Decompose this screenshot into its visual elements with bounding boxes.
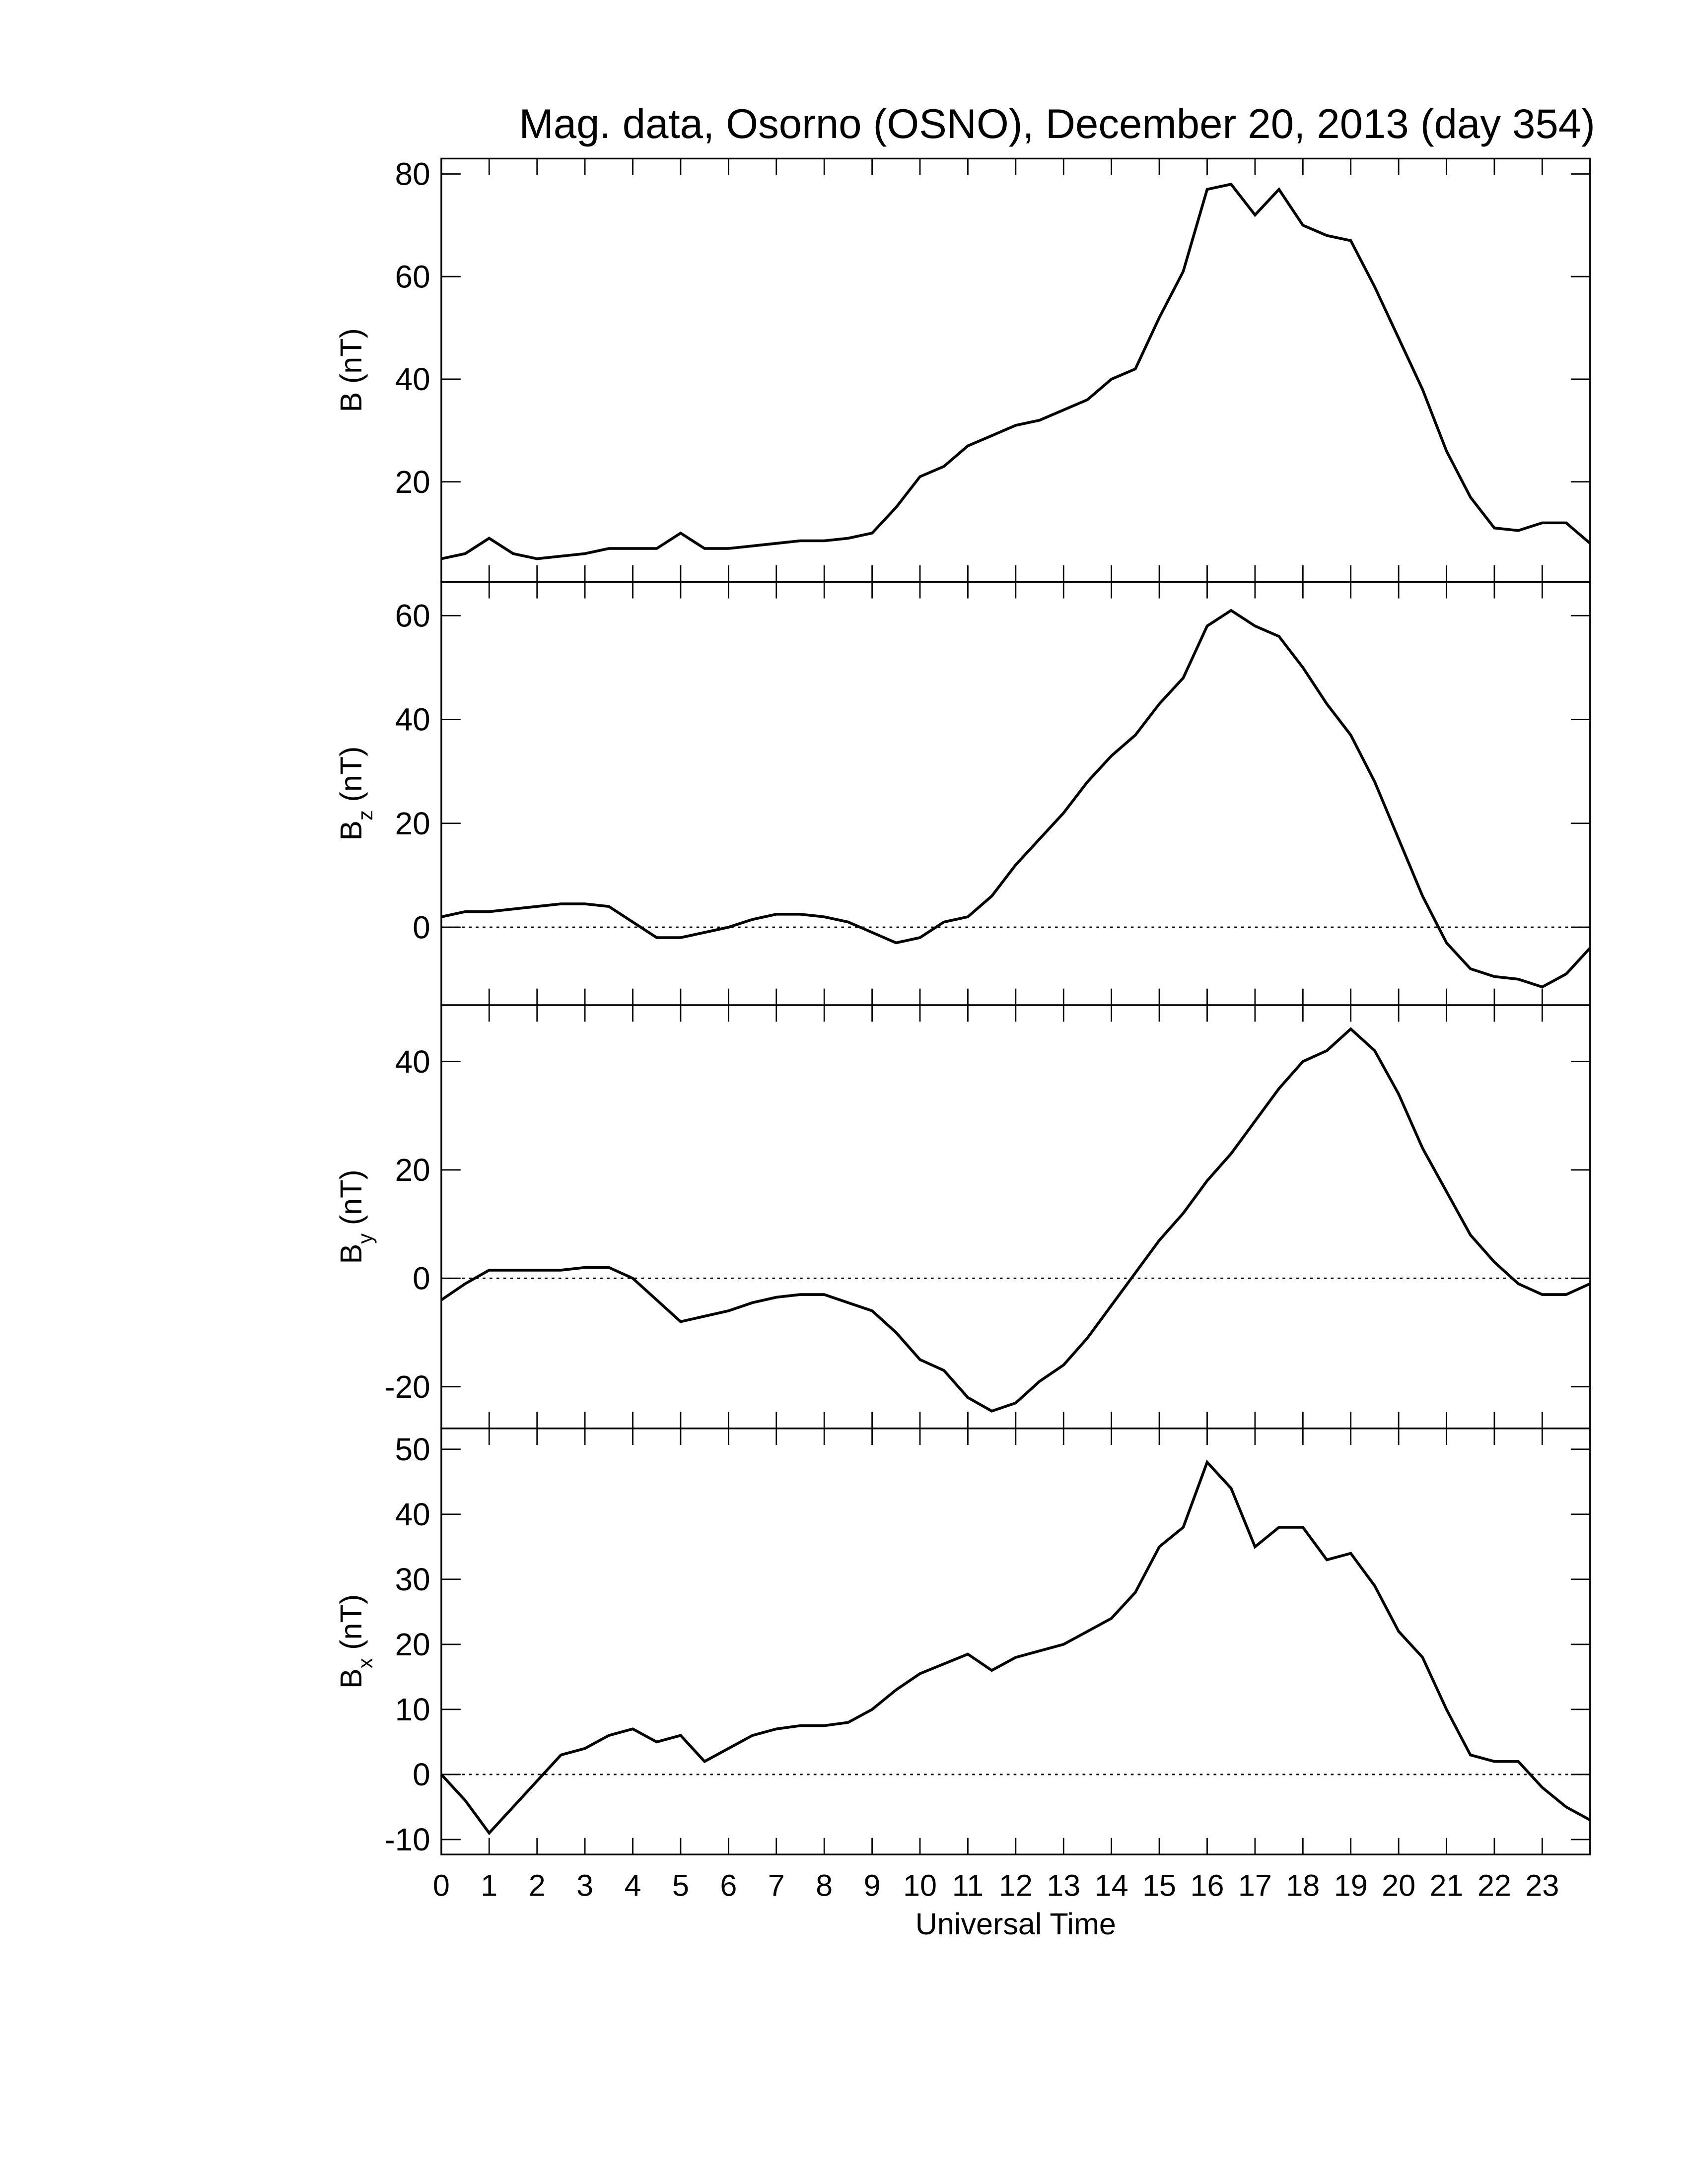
plot-frame xyxy=(440,1004,1591,1430)
x-tick-label: 18 xyxy=(1286,1868,1320,1902)
x-tick-label: 20 xyxy=(1382,1868,1415,1902)
x-tick-label: 3 xyxy=(576,1868,593,1902)
x-tick-label: 8 xyxy=(816,1868,833,1902)
y-tick-label: -20 xyxy=(384,1369,430,1405)
chart-title: Mag. data, Osorno (OSNO), December 20, 2… xyxy=(519,101,1595,147)
y-tick-label: 60 xyxy=(395,598,430,633)
x-tick-label: 7 xyxy=(768,1868,785,1902)
x-tick-label: 15 xyxy=(1142,1868,1176,1902)
y-tick-label: 0 xyxy=(413,909,430,945)
x-tick-label: 5 xyxy=(672,1868,689,1902)
y-axis-label: B (nT) xyxy=(334,328,368,412)
x-tick-label: 11 xyxy=(952,1868,984,1902)
y-tick-label: 20 xyxy=(395,464,430,500)
x-tick-label: 16 xyxy=(1190,1868,1224,1902)
x-tick-label: 0 xyxy=(433,1868,450,1902)
y-tick-label: 30 xyxy=(395,1562,430,1597)
y-label-symbol: B xyxy=(334,1668,368,1689)
y-label-subscript: x xyxy=(353,1658,377,1668)
x-tick-label: 21 xyxy=(1430,1868,1464,1902)
y-tick-label: -10 xyxy=(384,1822,430,1857)
plot-frame xyxy=(440,581,1591,1006)
y-label-unit: (nT) xyxy=(334,1594,368,1650)
y-axis-label: Bz (nT) xyxy=(334,746,377,840)
data-line xyxy=(441,183,1591,560)
y-tick-label: 20 xyxy=(395,806,430,841)
x-tick-label: 6 xyxy=(720,1868,737,1902)
y-label-subscript: y xyxy=(353,1233,377,1244)
y-tick-label: 20 xyxy=(395,1152,430,1188)
y-tick-label: 40 xyxy=(395,1044,430,1080)
x-tick-label: 10 xyxy=(903,1868,937,1902)
x-tick-label: 23 xyxy=(1525,1868,1559,1902)
y-label-unit: (nT) xyxy=(334,746,368,802)
y-label-symbol: B xyxy=(334,1244,368,1264)
plot-frame xyxy=(440,1428,1591,1855)
x-tick-label: 12 xyxy=(999,1868,1033,1902)
y-tick-label: 20 xyxy=(395,1627,430,1662)
x-tick-label: 17 xyxy=(1238,1868,1272,1902)
y-axis-label: By (nT) xyxy=(334,1169,377,1264)
y-tick-label: 40 xyxy=(395,361,430,397)
x-tick-label: 9 xyxy=(864,1868,881,1902)
x-tick-label: 14 xyxy=(1095,1868,1128,1902)
y-tick-label: 80 xyxy=(395,156,430,192)
x-tick-label: 22 xyxy=(1477,1868,1511,1902)
y-tick-label: 50 xyxy=(395,1432,430,1467)
y-tick-label: 60 xyxy=(395,259,430,294)
x-tick-label: 1 xyxy=(481,1868,497,1902)
data-line xyxy=(441,609,1591,989)
y-label-symbol: B xyxy=(334,820,368,841)
x-tick-label: 13 xyxy=(1047,1868,1080,1902)
y-label-unit: (nT) xyxy=(334,1169,368,1225)
y-tick-label: 40 xyxy=(395,1497,430,1532)
x-tick-label: 19 xyxy=(1334,1868,1368,1902)
x-tick-label: 4 xyxy=(625,1868,641,1902)
y-label-unit: (nT) xyxy=(334,328,368,384)
x-axis-label: Universal Time xyxy=(915,1907,1116,1941)
y-tick-label: 0 xyxy=(413,1757,430,1792)
data-line xyxy=(440,1027,1591,1413)
plot-frame xyxy=(440,157,1591,583)
x-tick-label: 2 xyxy=(529,1868,546,1902)
y-tick-label: 10 xyxy=(395,1692,430,1727)
y-axis-label: Bx (nT) xyxy=(334,1594,377,1689)
y-label-symbol: B xyxy=(334,392,368,412)
y-tick-label: 40 xyxy=(395,702,430,738)
y-label-subscript: z xyxy=(353,810,377,820)
y-tick-label: 0 xyxy=(413,1261,430,1297)
data-line xyxy=(440,1459,1591,1836)
